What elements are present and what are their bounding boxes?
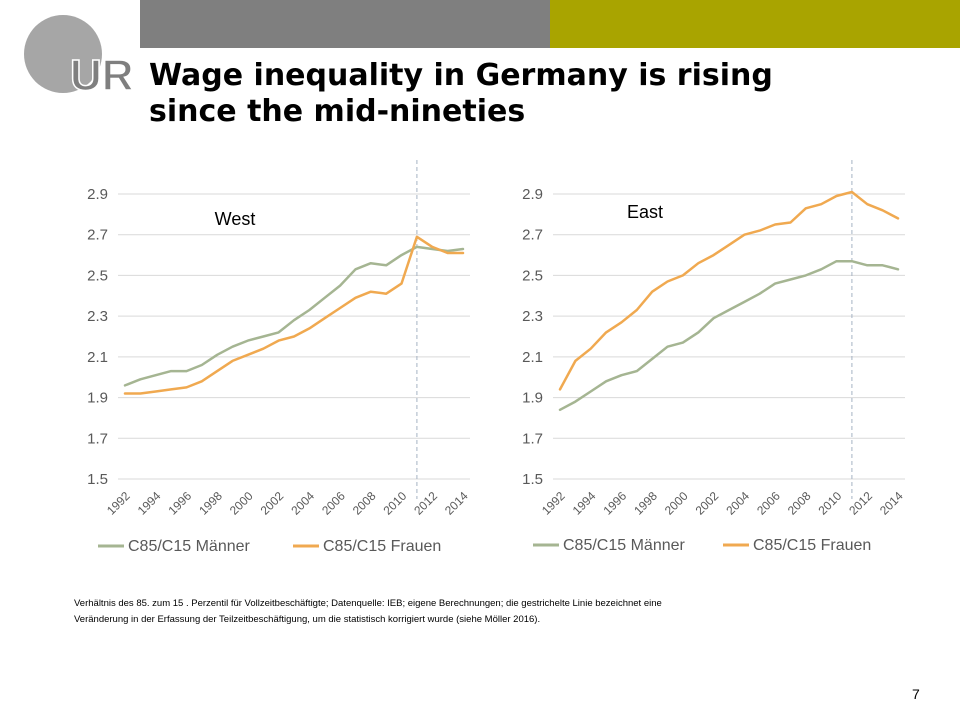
chart-west: 1.5 1.7 1.9 2.1 2.3 2.5 2.7 2.9 1992 1994 1996 1998… <box>60 150 480 580</box>
x-tick-label: 2012 <box>846 489 875 518</box>
y-tick-label: 2.1 <box>87 349 108 366</box>
series-line-frauen <box>123 235 465 395</box>
y-tick-label: 2.5 <box>87 267 108 284</box>
y-tick-label: 2.3 <box>522 308 543 325</box>
x-tick-label: 1994 <box>135 489 164 518</box>
y-tick-label: 1.7 <box>522 430 543 447</box>
x-tick-label: 1996 <box>600 489 629 518</box>
line-chart-svg: 1.5 1.7 1.9 2.1 2.3 2.5 2.7 2.9 1992 1994 1996 1998… <box>522 160 906 554</box>
x-tick-label: 1992 <box>104 489 133 518</box>
y-tick-label: 1.5 <box>522 471 543 488</box>
university-logo: UR <box>24 15 134 101</box>
legend-label: C85/C15 Frauen <box>323 538 441 555</box>
x-tick-label: 1996 <box>165 489 194 518</box>
x-tick-label: 2008 <box>785 489 814 518</box>
x-tick-label: 2010 <box>816 489 845 518</box>
title-line-2: since the mid-nineties <box>149 94 526 129</box>
y-tick-label: 2.7 <box>87 227 108 244</box>
footnote: Verhältnis des 85. zum 15 . Perzentil fü… <box>74 596 894 628</box>
x-tick-label: 2004 <box>288 489 317 518</box>
footnote-line-2: Veränderung in der Erfassung der Teilzei… <box>74 614 541 625</box>
y-tick-label: 2.9 <box>87 186 108 203</box>
footnote-line-1: Verhältnis des 85. zum 15 . Perzentil fü… <box>74 598 662 609</box>
y-tick-label: 2.7 <box>522 227 543 244</box>
legend-label: C85/C15 Männer <box>563 537 686 554</box>
x-tick-label: 2002 <box>258 489 287 518</box>
x-tick-label: 2010 <box>381 489 410 518</box>
x-tick-label: 1998 <box>631 489 660 518</box>
y-tick-label: 1.7 <box>87 430 108 447</box>
series-line-maenner <box>123 245 465 387</box>
chart-title: East <box>627 202 663 222</box>
x-tick-label: 2006 <box>319 489 348 518</box>
header-bar-olive <box>550 0 960 48</box>
x-tick-label: 1994 <box>570 489 599 518</box>
y-tick-label: 2.1 <box>522 349 543 366</box>
page-title: Wage inequality in Germany is rising sin… <box>149 58 929 130</box>
line-chart-svg: 1.5 1.7 1.9 2.1 2.3 2.5 2.7 2.9 1992 1994 1996 1998… <box>87 160 471 555</box>
x-tick-label: 2008 <box>350 489 379 518</box>
x-tick-label: 1992 <box>539 489 568 518</box>
y-tick-label: 1.9 <box>522 390 543 407</box>
x-tick-label: 2014 <box>442 489 471 518</box>
x-tick-label: 2014 <box>877 489 906 518</box>
x-tick-label: 2012 <box>411 489 440 518</box>
x-tick-label: 1998 <box>196 489 225 518</box>
series-line-frauen <box>558 190 900 391</box>
y-tick-label: 1.5 <box>87 471 108 488</box>
y-tick-label: 2.9 <box>522 186 543 203</box>
x-tick-label: 2000 <box>227 489 256 518</box>
y-tick-label: 1.9 <box>87 390 108 407</box>
y-tick-label: 2.5 <box>522 267 543 284</box>
y-tick-label: 2.3 <box>87 308 108 325</box>
page-number: 7 <box>912 686 920 702</box>
chart-title: West <box>215 209 256 229</box>
x-tick-label: 2006 <box>754 489 783 518</box>
chart-east: 1.5 1.7 1.9 2.1 2.3 2.5 2.7 2.9 1992 1994 1996 1998… <box>495 150 915 580</box>
logo-text: UR <box>70 51 134 100</box>
series-line-maenner <box>558 259 900 412</box>
x-tick-label: 2002 <box>693 489 722 518</box>
legend-label: C85/C15 Männer <box>128 538 251 555</box>
header-bar-gray <box>140 0 550 48</box>
x-tick-label: 2000 <box>662 489 691 518</box>
legend-label: C85/C15 Frauen <box>753 537 871 554</box>
title-line-1: Wage inequality in Germany is rising <box>149 58 773 93</box>
x-tick-label: 2004 <box>723 489 752 518</box>
